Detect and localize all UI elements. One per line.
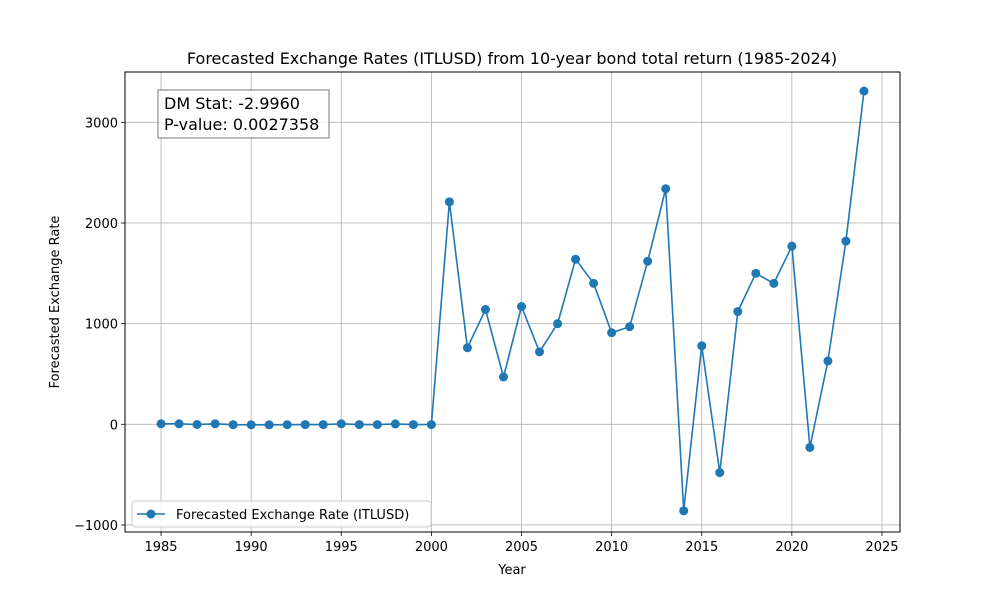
y-tick-label: 1000	[85, 318, 118, 333]
x-tick-label: 2020	[775, 540, 808, 555]
y-axis-label: Forecasted Exchange Rate	[48, 216, 63, 389]
legend-box	[131, 500, 432, 528]
data-point	[318, 420, 328, 430]
data-point	[444, 197, 454, 207]
y-tick-label: 2000	[85, 217, 118, 232]
series-line	[161, 91, 865, 512]
data-point	[246, 420, 256, 430]
legend: Forecasted Exchange Rate (ITLUSD)	[131, 500, 432, 528]
data-point	[498, 372, 508, 382]
x-tick-label: 2010	[595, 540, 628, 555]
plot-frame	[124, 71, 901, 533]
annotation-dm-stat: DM Stat: -2.9960	[164, 94, 300, 113]
data-point	[408, 420, 418, 430]
annotation-p-value: P-value: 0.0027358	[164, 115, 319, 134]
data-point	[174, 419, 184, 429]
series-layer	[156, 86, 869, 516]
data-point	[426, 420, 436, 430]
data-point	[607, 328, 617, 338]
data-point	[156, 419, 166, 429]
x-tick-label: 1985	[144, 540, 177, 555]
axis-ticks: 1985 1990 1995 2000 2005 2010 2015 2020 2025 −100…	[74, 116, 899, 555]
y-tick-label: −1000	[74, 519, 118, 534]
data-point	[210, 419, 220, 429]
data-point	[372, 420, 382, 430]
data-point	[787, 241, 797, 251]
data-point	[336, 419, 346, 429]
data-point	[282, 420, 292, 430]
data-point	[841, 236, 851, 246]
data-point	[354, 420, 364, 430]
x-tick-label: 2025	[865, 540, 898, 555]
data-point	[751, 268, 761, 278]
x-tick-label: 1990	[235, 540, 268, 555]
data-point	[715, 468, 725, 478]
data-point	[228, 420, 238, 430]
data-point	[769, 278, 779, 288]
grid	[125, 72, 900, 532]
legend-marker	[146, 509, 156, 519]
data-point	[553, 319, 563, 329]
data-point	[589, 278, 599, 288]
x-tick-label: 2000	[415, 540, 448, 555]
data-point	[661, 184, 671, 194]
annotation-box	[157, 89, 330, 139]
x-tick-label: 2015	[685, 540, 718, 555]
x-axis-label: Year	[497, 563, 526, 578]
data-point	[697, 341, 707, 351]
data-point	[192, 419, 202, 429]
chart-title: Forecasted Exchange Rates (ITLUSD) from …	[187, 49, 837, 68]
data-point	[679, 506, 689, 516]
data-point	[643, 256, 653, 266]
legend-label: Forecasted Exchange Rate (ITLUSD)	[176, 508, 409, 523]
data-point	[264, 420, 274, 430]
data-point	[462, 343, 472, 353]
data-point	[480, 305, 490, 315]
data-point	[805, 442, 815, 452]
data-point	[571, 254, 581, 264]
x-tick-label: 2005	[505, 540, 538, 555]
data-point	[733, 307, 743, 317]
x-tick-label: 1995	[325, 540, 358, 555]
stats-annotation: DM Stat: -2.9960 P-value: 0.0027358	[157, 89, 330, 139]
y-tick-label: 3000	[85, 116, 118, 131]
data-point	[300, 420, 310, 430]
data-point	[859, 86, 869, 96]
data-point	[625, 322, 635, 332]
data-point	[390, 419, 400, 429]
data-point	[823, 356, 833, 366]
data-point	[517, 302, 527, 312]
data-point	[535, 347, 545, 357]
y-tick-label: 0	[110, 418, 118, 433]
